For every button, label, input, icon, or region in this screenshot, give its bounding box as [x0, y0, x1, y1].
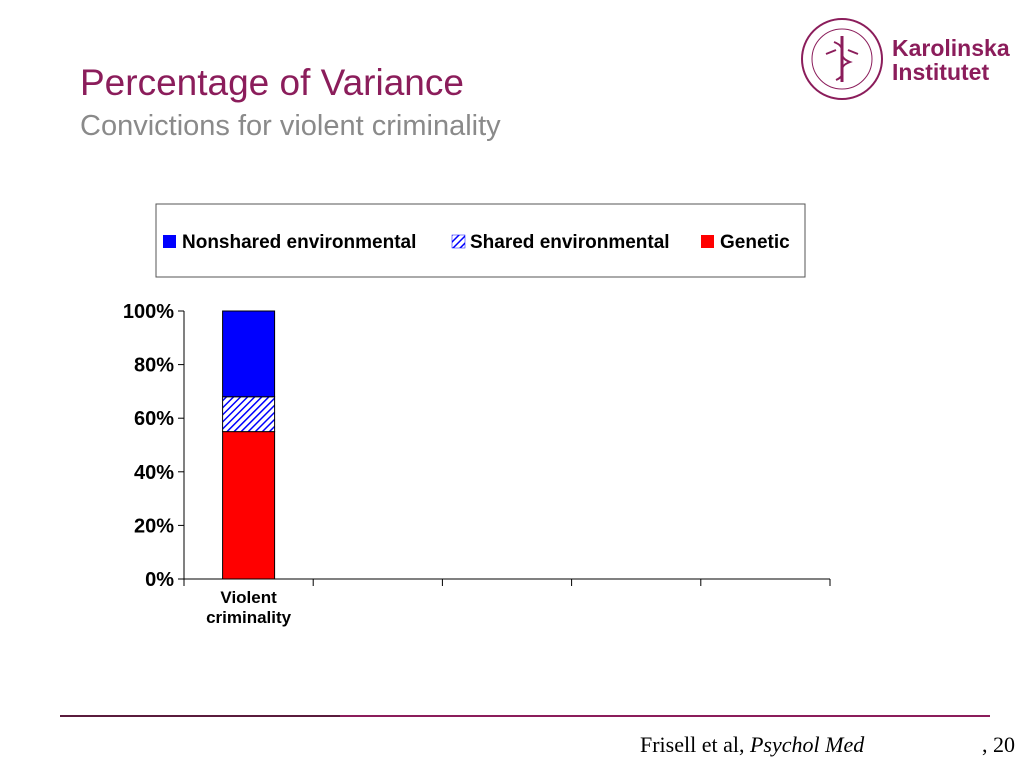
stacked-bar-chart: Nonshared environmental Shared environme… — [123, 203, 831, 627]
slide-subtitle: Convictions for violent criminality — [80, 110, 501, 142]
y-tick-label: 20% — [134, 515, 174, 537]
x-tick-label: Violent criminality — [206, 588, 292, 627]
y-tick-label: 0% — [145, 569, 174, 591]
legend-swatch-shared — [451, 234, 466, 249]
bar-segment-nonshared-environmental — [222, 310, 276, 398]
logo-text-line2: Institutet — [892, 59, 989, 85]
citation-year: , 20 — [982, 732, 1015, 757]
plot-area: 0% 20% 40% 60% 80% 100% Violent criminality — [123, 301, 831, 627]
y-tick-label: 80% — [134, 355, 174, 377]
bar-segment-genetic — [222, 431, 276, 580]
citation-journal: Psychol Med — [749, 732, 865, 757]
y-tick-label: 40% — [134, 462, 174, 484]
footer-divider-accent — [60, 715, 340, 717]
y-tick-label: 60% — [134, 408, 174, 430]
legend-swatch-genetic — [701, 235, 714, 248]
footer-divider — [60, 715, 990, 717]
legend-label-shared: Shared environmental — [470, 232, 670, 253]
chart-legend: Nonshared environmental Shared environme… — [155, 203, 806, 278]
legend-box — [155, 203, 806, 278]
legend-swatch-nonshared — [163, 235, 176, 248]
citation-authors: Frisell et al, — [640, 732, 750, 757]
legend-label-nonshared: Nonshared environmental — [182, 232, 416, 253]
logo-text-line1: Karolinska — [892, 35, 1010, 61]
karolinska-logo: Karolinska Institutet — [801, 18, 1010, 100]
slide-title: Percentage of Variance — [80, 62, 464, 103]
citation: Frisell et al, Psychol Med , 20 — [640, 732, 1015, 758]
seal-icon — [801, 18, 883, 100]
y-tick-label: 100% — [123, 301, 174, 323]
bar-segment-shared-environmental — [222, 396, 276, 433]
legend-label-genetic: Genetic — [720, 232, 790, 253]
